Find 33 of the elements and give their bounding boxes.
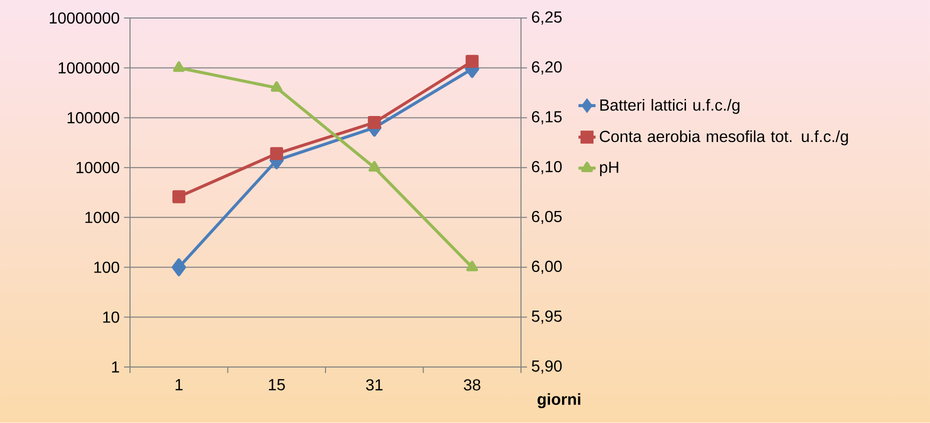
y-tick-label: 10000000 (50, 12, 120, 24)
y-tick-label: 10 (103, 311, 120, 323)
point (368, 161, 380, 172)
point (466, 54, 479, 68)
y-tick-label: 1000 (85, 212, 120, 224)
point (368, 116, 381, 130)
legend-label: Conta aerobia mesofila tot. u.f.c./g (600, 130, 848, 146)
y2-tick-label: 6,15 (532, 111, 562, 124)
x-tick-label: 38 (464, 379, 480, 391)
y2-tick-label: 6,25 (532, 11, 562, 25)
x-tick-label: 15 (268, 379, 285, 390)
legend-label: pH (600, 162, 618, 176)
y-tick-label: 10000 (76, 162, 120, 174)
y-tick-label: 100 (94, 262, 120, 273)
y2-tick-label: 5,95 (532, 310, 562, 324)
y2-tick-label: 6,00 (532, 260, 562, 274)
point (466, 260, 478, 272)
legend-label: Batteri lattici u.f.c./g (600, 98, 740, 114)
y-tick-label: 100000 (68, 112, 120, 124)
point (270, 81, 282, 92)
x-tick-label: 1 (176, 379, 183, 390)
x-axis-title: giorni (538, 393, 580, 408)
point (270, 147, 284, 160)
point (172, 190, 186, 204)
point (173, 61, 185, 72)
x-tick-label: 31 (366, 379, 382, 391)
point (172, 258, 186, 276)
y2-tick-label: 5,90 (532, 360, 562, 374)
y-tick-label: 1 (112, 361, 120, 372)
y2-tick-label: 6,10 (532, 160, 562, 174)
y2-tick-label: 6,05 (532, 210, 562, 224)
y-tick-label: 1000000 (58, 62, 120, 74)
y2-tick-label: 6,20 (532, 61, 562, 74)
